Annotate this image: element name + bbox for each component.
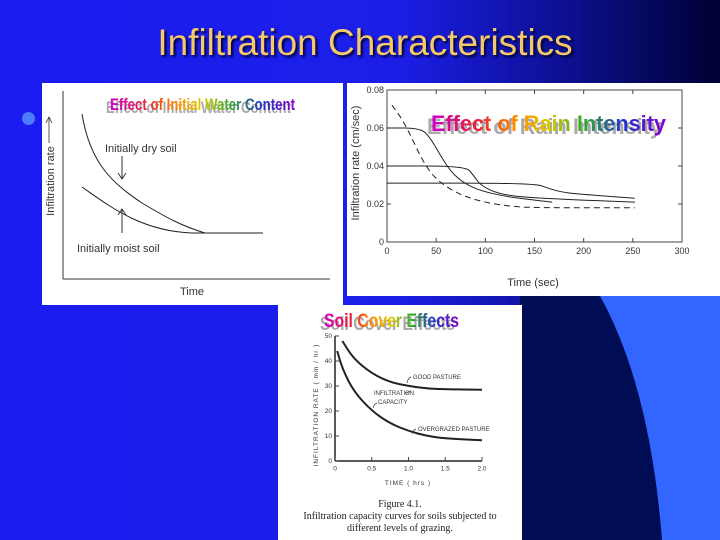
x-tick-label: 1.5 <box>441 466 450 473</box>
series-line-3 <box>387 182 635 199</box>
y-tick-label: 0.08 <box>366 85 384 95</box>
x-tick-label: 0 <box>333 466 337 473</box>
chart-initial-water-content: Effect of Initial Water Content Initiall… <box>42 83 343 305</box>
series-line-4 <box>391 104 635 209</box>
series-line-1 <box>341 340 483 391</box>
y-tick-label: 30 <box>325 383 333 390</box>
chart-soil-cover: 0 0.5 1.0 1.5 2.0 0 10 20 30 40 50 Soil Cover Effe… <box>278 305 522 540</box>
figure-caption-line1: Infiltration capacity curves for soils s… <box>303 511 497 522</box>
x-tick-label: 300 <box>674 246 689 256</box>
y-tick-label: 0.04 <box>366 161 384 171</box>
annotation-overgrazed: OVERGRAZED PASTURE <box>418 427 490 433</box>
annotation-capacity: CAPACITY <box>378 400 408 406</box>
leader-lines <box>372 376 417 435</box>
x-tick-label: 250 <box>625 246 640 256</box>
dry-soil-curve <box>81 113 206 234</box>
annotation-infiltration: INFILTRATION <box>374 391 414 397</box>
arrow-up-icon <box>117 208 127 233</box>
y-axis-label: INFILTRATION RATE ( mm / hr ) <box>313 344 320 467</box>
y-axis-label: Infiltration rate (cm/sec) <box>350 106 362 221</box>
x-tick-label: 1.0 <box>404 466 413 473</box>
y-axis-label: Infiltration rate <box>45 146 57 216</box>
x-tick-label: 50 <box>431 246 441 256</box>
chart-title: Soil Cover Effects <box>324 311 459 332</box>
x-axis-label: Time (sec) <box>507 277 559 289</box>
annotation-moist: Initially moist soil <box>77 243 160 255</box>
x-axis-label: TIME ( hrs ) <box>385 480 431 487</box>
figure-caption-title: Figure 4.1. <box>378 499 422 510</box>
chart-title: Effect of Rain Intensity <box>431 111 667 136</box>
x-tick-label: 0.5 <box>367 466 376 473</box>
y-tick-label: 10 <box>325 433 333 440</box>
series-line-1 <box>387 127 553 203</box>
y-tick-label: 0.02 <box>366 199 384 209</box>
y-tick-label: 0 <box>379 237 384 247</box>
annotation-good-pasture: GOOD PASTURE <box>413 375 461 381</box>
plot-area: 0 0.5 1.0 1.5 2.0 0 10 20 30 40 50 <box>325 333 487 472</box>
y-tick-label: 0 <box>328 458 332 465</box>
chart-rain-intensity: 0 50 100 150 200 250 300 0 0.02 0.04 0.06 0.08 Effe… <box>347 83 720 296</box>
x-axis-label: Time <box>180 286 204 298</box>
y-tick-label: 0.06 <box>366 123 384 133</box>
y-tick-label: 50 <box>325 333 333 340</box>
x-tick-label: 100 <box>478 246 493 256</box>
arrow-up-icon <box>45 116 53 143</box>
series-line-2 <box>387 165 635 203</box>
slide-title: Infiltration Characteristics <box>157 22 573 63</box>
x-tick-label: 0 <box>384 246 389 256</box>
figure-caption-line2: different levels of grazing. <box>347 523 453 534</box>
x-tick-label: 200 <box>576 246 591 256</box>
x-tick-label: 2.0 <box>477 466 486 473</box>
y-tick-label: 20 <box>325 408 333 415</box>
x-tick-label: 150 <box>527 246 542 256</box>
moist-soil-curve <box>81 186 263 234</box>
arrow-down-icon <box>117 156 127 180</box>
annotation-dry: Initially dry soil <box>105 143 177 155</box>
decorative-arc <box>520 296 720 540</box>
y-tick-label: 40 <box>325 358 333 365</box>
chart-title: Effect of Initial Water Content <box>110 95 295 114</box>
bullet-icon <box>22 112 35 125</box>
plot-area: 0 50 100 150 200 250 300 0 0.02 0.04 0.06 0.08 <box>366 85 689 256</box>
series-line-2 <box>336 350 483 442</box>
